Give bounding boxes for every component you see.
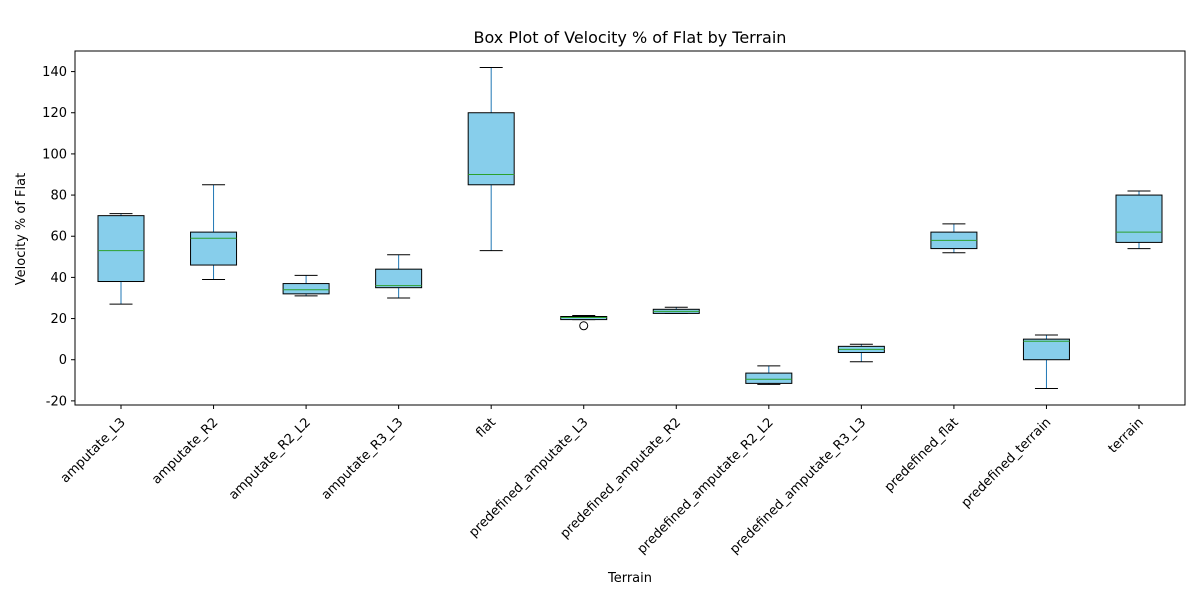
x-tick-label: flat — [473, 415, 499, 441]
box — [97, 215, 145, 283]
box — [745, 372, 793, 384]
y-tick-label: 140 — [42, 65, 67, 80]
x-tick-label: amputate_R2_L2 — [226, 415, 314, 503]
y-tick-label: 120 — [42, 106, 67, 121]
y-tick-label: 40 — [50, 271, 67, 286]
x-tick-label: predefined_flat — [882, 415, 962, 495]
y-tick-label: 20 — [50, 312, 67, 327]
box — [190, 231, 238, 266]
y-tick-label: 100 — [42, 147, 67, 162]
y-axis-label: Velocity % of Flat — [14, 173, 29, 285]
chart-title: Box Plot of Velocity % of Flat by Terrai… — [474, 28, 787, 47]
plot-area: -20 0 20 40 60 80 100 120 140 amputate_L3 amputate… — [42, 50, 1186, 557]
outlier-point — [579, 321, 589, 331]
box — [375, 268, 423, 289]
axes-frame — [74, 50, 1186, 406]
x-tick-label: amputate_L3 — [58, 415, 129, 486]
y-tick-label: 60 — [50, 230, 67, 245]
box — [467, 112, 515, 186]
x-axis-label: Terrain — [607, 571, 652, 586]
x-tick-label: terrain — [1106, 415, 1147, 456]
y-tick-label: 80 — [50, 189, 67, 204]
x-tick-label: amputate_R2 — [149, 415, 221, 487]
y-tick-label: -20 — [46, 394, 67, 409]
box — [560, 316, 608, 321]
box — [282, 283, 330, 295]
x-tick-label: amputate_R3_L3 — [319, 415, 407, 503]
y-tick-label: 0 — [59, 353, 67, 368]
x-tick-label: predefined_terrain — [959, 415, 1055, 511]
box — [1022, 338, 1070, 361]
box — [1115, 194, 1163, 243]
